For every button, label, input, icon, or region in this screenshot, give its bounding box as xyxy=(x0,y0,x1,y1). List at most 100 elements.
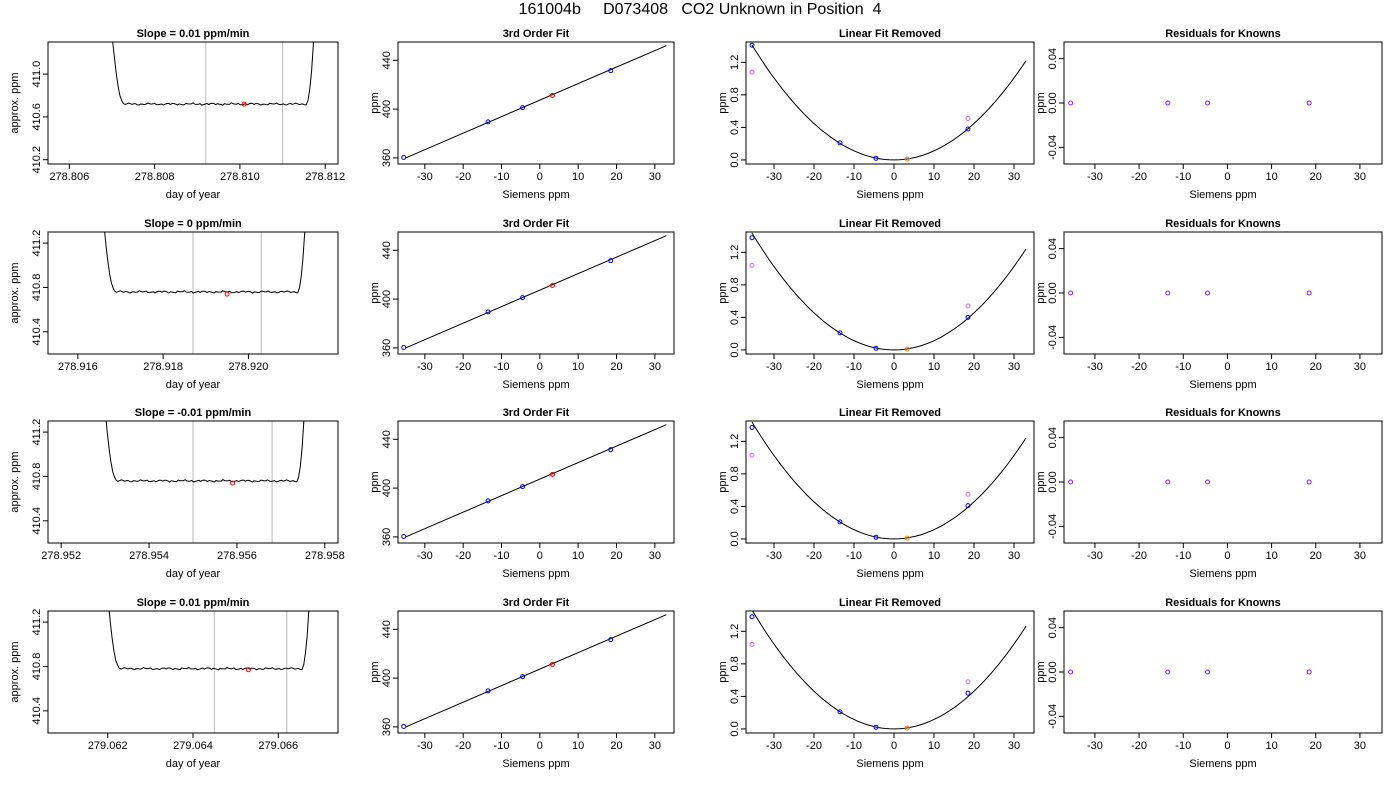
known-point xyxy=(1068,290,1074,296)
plot-area xyxy=(1068,100,1312,106)
known-point xyxy=(1068,669,1074,675)
panel-r4-c2 xyxy=(393,610,675,738)
x-tick-label: 30 xyxy=(1008,361,1020,373)
fit-curve xyxy=(751,44,1027,161)
plot-area xyxy=(104,232,306,354)
x-tick-label: 278.958 xyxy=(305,550,345,562)
known-point xyxy=(1068,479,1074,485)
known-point xyxy=(401,345,407,351)
panel-r1-c4 xyxy=(1059,41,1383,169)
known-point xyxy=(401,534,407,540)
y-tick-label: 360 xyxy=(381,149,393,167)
x-tick-label: 20 xyxy=(968,740,980,752)
x-tick-label: -10 xyxy=(494,171,510,183)
x-tick-label: 30 xyxy=(649,171,661,183)
known-point xyxy=(837,519,843,525)
known-point xyxy=(485,309,491,315)
unknown-point xyxy=(904,725,910,731)
y-axis-label: ppm xyxy=(369,661,381,682)
ppm-trace xyxy=(112,42,314,106)
x-tick-label: 20 xyxy=(968,171,980,183)
y-axis-label: approx. ppm xyxy=(9,72,21,133)
panel-title: Slope = 0.01 ppm/min xyxy=(137,597,250,609)
x-tick-label: 30 xyxy=(649,361,661,373)
y-axis-label: ppm xyxy=(1035,92,1047,113)
y-tick-label: 1.2 xyxy=(729,245,741,260)
y-tick-label: 400 xyxy=(381,669,393,687)
x-axis-label: day of year xyxy=(166,758,221,770)
y-tick-label: 1.2 xyxy=(729,55,741,70)
x-tick-label: -30 xyxy=(417,740,433,752)
panel-title: Slope = -0.01 ppm/min xyxy=(135,407,252,419)
y-axis-label: approx. ppm xyxy=(9,641,21,702)
known-point xyxy=(873,155,879,161)
plot-area xyxy=(401,45,667,161)
x-tick-label: 278.920 xyxy=(229,361,269,373)
plot-area xyxy=(1068,669,1312,675)
fit-curve xyxy=(751,232,1027,351)
x-tick-label: 0 xyxy=(1224,740,1230,752)
x-tick-label: -30 xyxy=(766,740,782,752)
mean-marker xyxy=(241,101,247,107)
y-tick-label: 360 xyxy=(381,339,393,357)
plot-area xyxy=(112,42,314,164)
known-point xyxy=(965,503,971,509)
plot-frame xyxy=(47,610,339,734)
known-point xyxy=(837,709,843,715)
x-tick-label: -20 xyxy=(806,740,822,752)
plot-area xyxy=(108,611,310,733)
plot-frame xyxy=(1063,420,1383,544)
x-tick-label: -30 xyxy=(417,361,433,373)
y-tick-label: 0.4 xyxy=(729,499,741,514)
plot-frame xyxy=(397,231,675,355)
x-tick-label: 10 xyxy=(928,550,940,562)
reference-point xyxy=(749,452,755,458)
x-tick-label: -20 xyxy=(806,550,822,562)
x-tick-label: -10 xyxy=(846,550,862,562)
plot-frame xyxy=(745,610,1035,734)
known-point xyxy=(1165,290,1171,296)
known-point xyxy=(873,345,879,351)
x-tick-label: -10 xyxy=(494,361,510,373)
x-tick-label: 278.808 xyxy=(135,171,175,183)
ppm-trace xyxy=(108,611,310,671)
y-tick-label: 440 xyxy=(381,620,393,638)
y-axis-label: ppm xyxy=(1035,661,1047,682)
x-tick-label: -10 xyxy=(1175,740,1191,752)
x-tick-label: 20 xyxy=(1310,740,1322,752)
x-tick-label: 278.918 xyxy=(143,361,183,373)
x-tick-label: -20 xyxy=(806,171,822,183)
x-tick-label: 0 xyxy=(1224,361,1230,373)
x-tick-label: 30 xyxy=(1354,171,1366,183)
y-tick-label: 0.8 xyxy=(729,656,741,671)
x-tick-label: -30 xyxy=(1087,171,1103,183)
y-tick-label: 0.00 xyxy=(1047,92,1059,113)
x-tick-label: -20 xyxy=(1131,361,1147,373)
known-point xyxy=(1205,669,1211,675)
x-axis-label: Siemens ppm xyxy=(856,568,923,580)
known-point xyxy=(520,105,526,111)
panel-title: Slope = 0.01 ppm/min xyxy=(137,28,250,40)
y-axis-label: ppm xyxy=(369,92,381,113)
x-tick-label: 0 xyxy=(891,550,897,562)
x-tick-label: 278.810 xyxy=(220,171,260,183)
x-tick-label: 20 xyxy=(1310,171,1322,183)
x-tick-label: 20 xyxy=(610,740,622,752)
y-axis-label: ppm xyxy=(1035,471,1047,492)
y-tick-label: -0.04 xyxy=(1047,135,1059,160)
known-point xyxy=(749,614,755,620)
y-axis-label: approx. ppm xyxy=(9,262,21,323)
unknown-point xyxy=(904,156,910,162)
plot-area xyxy=(749,232,1027,352)
x-tick-label: -20 xyxy=(1131,740,1147,752)
reference-point xyxy=(749,69,755,75)
x-tick-label: 10 xyxy=(1265,171,1277,183)
figure-title: 161004b D073408 CO2 Unknown in Position … xyxy=(518,1,882,18)
y-tick-label: 0.04 xyxy=(1047,48,1059,69)
y-tick-label: 411.2 xyxy=(31,419,43,446)
known-point xyxy=(608,637,614,643)
known-point xyxy=(749,425,755,431)
mean-marker xyxy=(230,480,236,486)
y-tick-label: 360 xyxy=(381,528,393,546)
y-tick-label: 0.0 xyxy=(729,721,741,736)
